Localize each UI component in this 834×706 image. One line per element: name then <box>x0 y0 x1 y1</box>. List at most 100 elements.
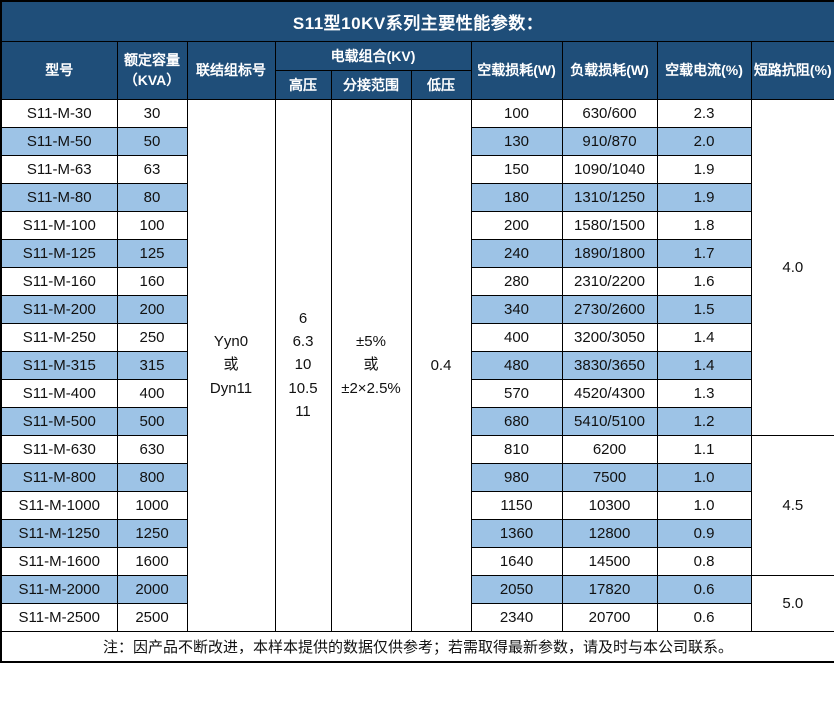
table-row: S11-M-160 160 280 2310/2200 1.6 <box>0 266 834 296</box>
col-header-lv: 低压 <box>410 69 472 100</box>
cell-no-load-current: 1.6 <box>656 266 752 296</box>
cell-no-load-current: 1.4 <box>656 350 752 380</box>
cell-no-load-current: 1.2 <box>656 406 752 436</box>
col-header-no-load-loss: 空载损耗(W) <box>470 40 563 100</box>
title-row: S11型10KV系列主要性能参数： <box>0 0 834 42</box>
cell-no-load-loss: 340 <box>470 294 563 324</box>
cell-no-load-loss: 280 <box>470 266 563 296</box>
cell-hv: 6 6.3 10 10.5 11 <box>274 98 332 632</box>
table-row: S11-M-200 200 340 2730/2600 1.5 <box>0 294 834 324</box>
cell-no-load-current: 1.9 <box>656 154 752 184</box>
cell-load-loss: 10300 <box>561 490 658 520</box>
table-row: S11-M-2500 2500 2340 20700 0.6 <box>0 602 834 632</box>
cell-no-load-current: 1.1 <box>656 434 752 464</box>
cell-model: S11-M-125 <box>0 238 118 268</box>
col-header-no-load-current: 空载电流(%) <box>656 40 752 100</box>
cell-no-load-loss: 1150 <box>470 490 563 520</box>
cell-no-load-loss: 100 <box>470 98 563 128</box>
cell-load-loss: 630/600 <box>561 98 658 128</box>
cell-no-load-loss: 1640 <box>470 546 563 576</box>
note-row: 注：因产品不断改进，本样本提供的数据仅供参考；若需取得最新参数，请及时与本公司联… <box>0 630 834 663</box>
header-row-2: 高压 分接范围 低压 <box>1 69 834 100</box>
cell-load-loss: 7500 <box>561 462 658 492</box>
cell-model: S11-M-50 <box>0 126 118 156</box>
cell-load-loss: 1580/1500 <box>561 210 658 240</box>
cell-capacity: 30 <box>116 98 188 128</box>
cell-capacity: 400 <box>116 378 188 408</box>
page-title: S11型10KV系列主要性能参数： <box>0 0 834 42</box>
cell-model: S11-M-200 <box>0 294 118 324</box>
cell-capacity: 1000 <box>116 490 188 520</box>
cell-model: S11-M-2500 <box>0 602 118 632</box>
cell-lv: 0.4 <box>410 98 472 632</box>
cell-capacity: 630 <box>116 434 188 464</box>
col-header-capacity: 额定容量 （KVA） <box>116 40 188 100</box>
cell-load-loss: 2310/2200 <box>561 266 658 296</box>
cell-capacity: 80 <box>116 182 188 212</box>
cell-capacity: 315 <box>116 350 188 380</box>
cell-no-load-loss: 570 <box>470 378 563 408</box>
cell-no-load-current: 1.4 <box>656 322 752 352</box>
cell-vector-group: Yyn0 或 Dyn11 <box>186 98 276 632</box>
cell-load-loss: 5410/5100 <box>561 406 658 436</box>
cell-load-loss: 12800 <box>561 518 658 548</box>
col-header-model: 型号 <box>0 40 118 100</box>
cell-model: S11-M-80 <box>0 182 118 212</box>
footer-note: 注：因产品不断改进，本样本提供的数据仅供参考；若需取得最新参数，请及时与本公司联… <box>0 630 834 663</box>
table-row: S11-M-1600 1600 1640 14500 0.8 <box>0 546 834 576</box>
col-header-impedance: 短路抗阻(%) <box>750 40 834 100</box>
cell-capacity: 500 <box>116 406 188 436</box>
table-row: S11-M-2000 2000 2050 17820 0.6 5.0 <box>0 574 834 632</box>
cell-no-load-loss: 240 <box>470 238 563 268</box>
cell-no-load-loss: 810 <box>470 434 563 464</box>
cell-model: S11-M-100 <box>0 210 118 240</box>
cell-impedance: 4.5 <box>750 434 834 576</box>
cell-load-loss: 1310/1250 <box>561 182 658 212</box>
cell-model: S11-M-1600 <box>0 546 118 576</box>
table-row: S11-M-100 100 200 1580/1500 1.8 <box>0 210 834 240</box>
col-header-tap-range: 分接范围 <box>330 69 412 100</box>
cell-model: S11-M-63 <box>0 154 118 184</box>
spec-table: S11型10KV系列主要性能参数： 型号 额定容量 （KVA） 联结组标号 电载… <box>0 0 834 663</box>
cell-no-load-loss: 2340 <box>470 602 563 632</box>
cell-capacity: 800 <box>116 462 188 492</box>
cell-no-load-loss: 180 <box>470 182 563 212</box>
cell-no-load-current: 0.8 <box>656 546 752 576</box>
cell-capacity: 50 <box>116 126 188 156</box>
table-row: S11-M-125 125 240 1890/1800 1.7 <box>0 238 834 268</box>
cell-no-load-loss: 2050 <box>470 574 563 604</box>
table-row: S11-M-50 50 130 910/870 2.0 <box>0 126 834 156</box>
cell-load-loss: 1090/1040 <box>561 154 658 184</box>
cell-no-load-current: 1.5 <box>656 294 752 324</box>
table-row: S11-M-400 400 570 4520/4300 1.3 <box>0 378 834 408</box>
cell-capacity: 160 <box>116 266 188 296</box>
cell-load-loss: 2730/2600 <box>561 294 658 324</box>
cell-model: S11-M-2000 <box>0 574 118 604</box>
cell-tap-range: ±5% 或 ±2×2.5% <box>330 98 412 632</box>
cell-load-loss: 910/870 <box>561 126 658 156</box>
cell-no-load-current: 1.0 <box>656 490 752 520</box>
cell-model: S11-M-1000 <box>0 490 118 520</box>
cell-no-load-current: 1.0 <box>656 462 752 492</box>
col-header-hv: 高压 <box>274 69 332 100</box>
cell-no-load-loss: 1360 <box>470 518 563 548</box>
cell-capacity: 2000 <box>116 574 188 604</box>
cell-capacity: 125 <box>116 238 188 268</box>
table-row: S11-M-1250 1250 1360 12800 0.9 <box>0 518 834 548</box>
cell-no-load-loss: 400 <box>470 322 563 352</box>
cell-capacity: 2500 <box>116 602 188 632</box>
cell-model: S11-M-630 <box>0 434 118 464</box>
cell-load-loss: 3200/3050 <box>561 322 658 352</box>
cell-model: S11-M-1250 <box>0 518 118 548</box>
cell-no-load-current: 2.0 <box>656 126 752 156</box>
table-row: S11-M-630 630 810 6200 1.1 4.5 <box>0 434 834 576</box>
col-header-load-loss: 负载损耗(W) <box>561 40 658 100</box>
cell-no-load-loss: 130 <box>470 126 563 156</box>
cell-capacity: 1600 <box>116 546 188 576</box>
cell-capacity: 200 <box>116 294 188 324</box>
table-row: S11-M-800 800 980 7500 1.0 <box>0 462 834 492</box>
cell-model: S11-M-30 <box>0 98 118 128</box>
table-row: S11-M-315 315 480 3830/3650 1.4 <box>0 350 834 380</box>
cell-no-load-loss: 150 <box>470 154 563 184</box>
cell-load-loss: 4520/4300 <box>561 378 658 408</box>
